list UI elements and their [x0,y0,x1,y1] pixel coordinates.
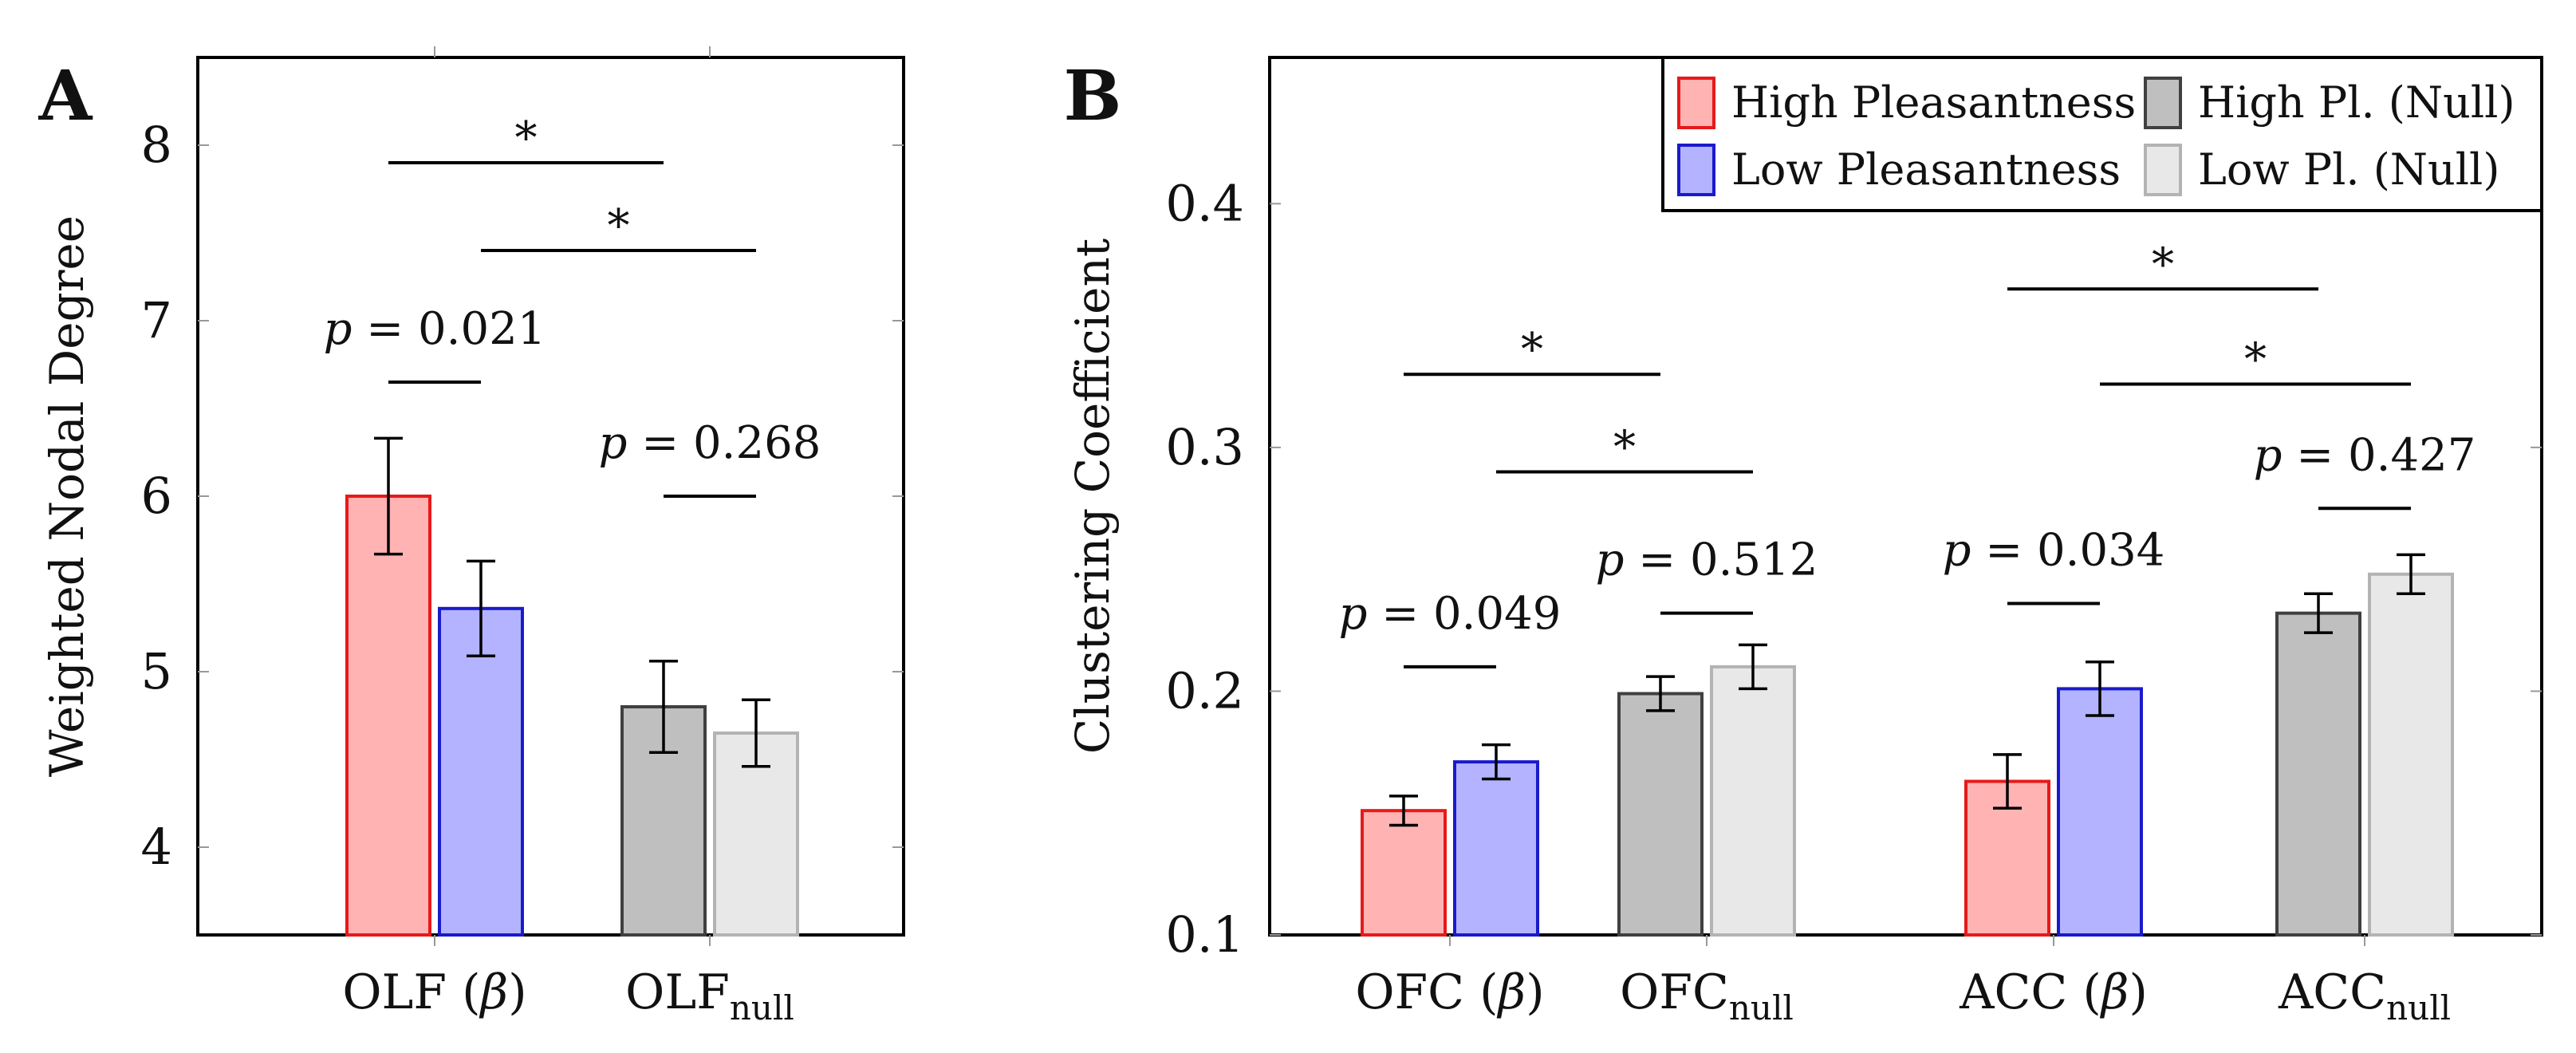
category-label: OFCnull [1620,964,1794,1027]
panel-label: B [1064,56,1122,136]
legend-swatch [1677,144,1715,196]
y-tick-label: 0.3 [1165,418,1244,476]
legend-box [1661,56,2543,212]
legend-label: Low Pl. (Null) [2198,144,2499,195]
bar [1361,809,1447,937]
panel-label: A [38,56,93,136]
category-label: ACCnull [2278,964,2451,1027]
significance-star: * [2152,239,2174,290]
y-tick-label: 7 [141,291,172,349]
bar [345,495,431,937]
y-axis-label: Weighted Nodal Degree [40,215,94,777]
bar [1710,665,1796,937]
y-tick-label: 0.2 [1165,661,1244,720]
category-label: OLFnull [625,964,794,1027]
bar [2057,687,2143,937]
bar [2368,572,2454,937]
legend: High Pleasantness High Pl. (Null) Low Plea… [1661,56,2543,212]
y-tick-label: 4 [141,818,172,876]
significance-star: * [2244,333,2267,385]
y-tick-label: 5 [141,642,172,700]
significance-star: * [515,112,538,164]
panel-a: 4 5 6 7 8 OLF (β) OLFnull p = 0.021 p = 0.268 * * W… [38,46,905,1027]
legend-label: Low Pleasantness [1731,144,2121,195]
panel-b: 0.1 0.2 0.3 0.4 OFC (β) OFCnull ACC (β) ACCnull… [1064,56,2543,1027]
bar [438,606,524,937]
category-label: OFC (β) [1355,964,1544,1020]
p-value-label: p = 0.021 [324,303,546,355]
legend-swatch [1677,77,1715,129]
significance-star: * [608,200,630,252]
bar [2275,611,2361,937]
y-tick-label: 8 [141,116,172,174]
legend-swatch [2144,77,2182,129]
y-tick-label: 0.1 [1165,905,1244,964]
significance-star: * [1613,421,1636,473]
category-label: ACC (β) [1959,964,2148,1020]
y-tick-label: 0.4 [1165,174,1244,232]
y-axis-label: Clustering Coefficient [1065,239,1120,754]
p-value-label: p = 0.268 [599,417,821,469]
legend-swatch [2144,144,2182,196]
bar [620,705,707,937]
legend-label: High Pl. (Null) [2198,77,2515,128]
p-value-label: p = 0.427 [2254,429,2476,481]
p-value-label: p = 0.512 [1596,534,1818,586]
y-tick-label: 6 [141,467,172,525]
category-label: OLF (β) [342,964,526,1020]
bar [1617,692,1704,937]
p-value-label: p = 0.034 [1943,524,2165,576]
legend-label: High Pleasantness [1731,77,2136,128]
bar [1453,760,1539,937]
significance-star: * [1521,324,1543,376]
p-value-label: p = 0.049 [1339,588,1562,640]
